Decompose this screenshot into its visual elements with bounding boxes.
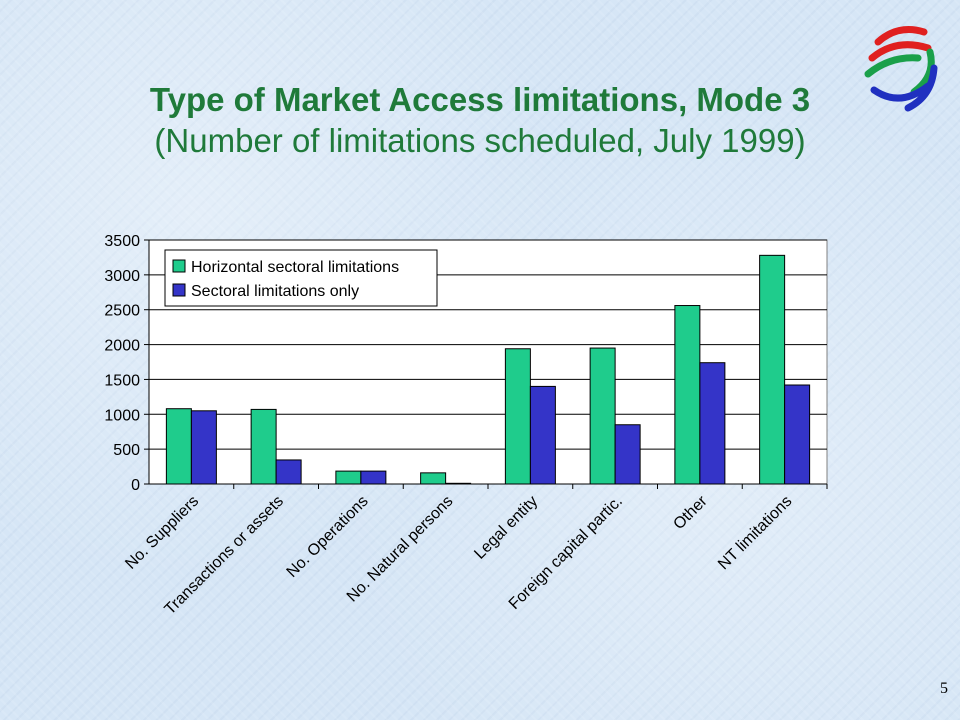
y-tick-label: 2500 [104,303,140,320]
bar-sectoral [699,362,726,485]
x-tick-label: Legal entity [471,493,541,563]
legend-swatch [172,259,186,273]
legend-label: Horizontal sectoral limitations [191,259,399,276]
bar-horizontal [504,348,531,485]
bar-horizontal [335,470,362,485]
page-number: 5 [940,680,948,697]
y-tick-label: 0 [131,477,140,494]
bar-horizontal [589,347,616,485]
bar-sectoral [445,482,472,485]
bar-sectoral [275,459,302,485]
y-tick-label: 500 [113,442,140,459]
x-tick-label: No. Suppliers [122,493,202,573]
slide-title-block: Type of Market Access limitations, Mode … [60,80,900,162]
x-tick-label: No. Operations [284,493,372,581]
legend-swatch [172,283,186,297]
bar-horizontal [759,254,786,485]
x-tick-label: NT limitations [715,493,795,573]
y-tick-label: 1000 [104,407,140,424]
x-tick-label: Other [670,492,711,533]
legend-label: Sectoral limitations only [191,283,359,300]
bar-sectoral [360,470,387,485]
bar-horizontal [250,408,277,485]
bar-horizontal [674,305,701,485]
y-tick-label: 3000 [104,268,140,285]
bar-horizontal [165,408,192,485]
slide-subtitle: (Number of limitations scheduled, July 1… [154,122,806,159]
bar-horizontal [420,472,447,485]
legend [164,249,438,307]
y-tick-label: 3500 [104,233,140,250]
y-tick-label: 2000 [104,338,140,355]
bar-sectoral [614,424,641,485]
wto-logo-icon [864,26,938,112]
bar-sectoral [784,384,811,485]
slide-title: Type of Market Access limitations, Mode … [149,81,811,118]
y-tick-label: 1500 [104,372,140,389]
bar-sectoral [190,410,217,485]
bar-sectoral [529,385,556,485]
